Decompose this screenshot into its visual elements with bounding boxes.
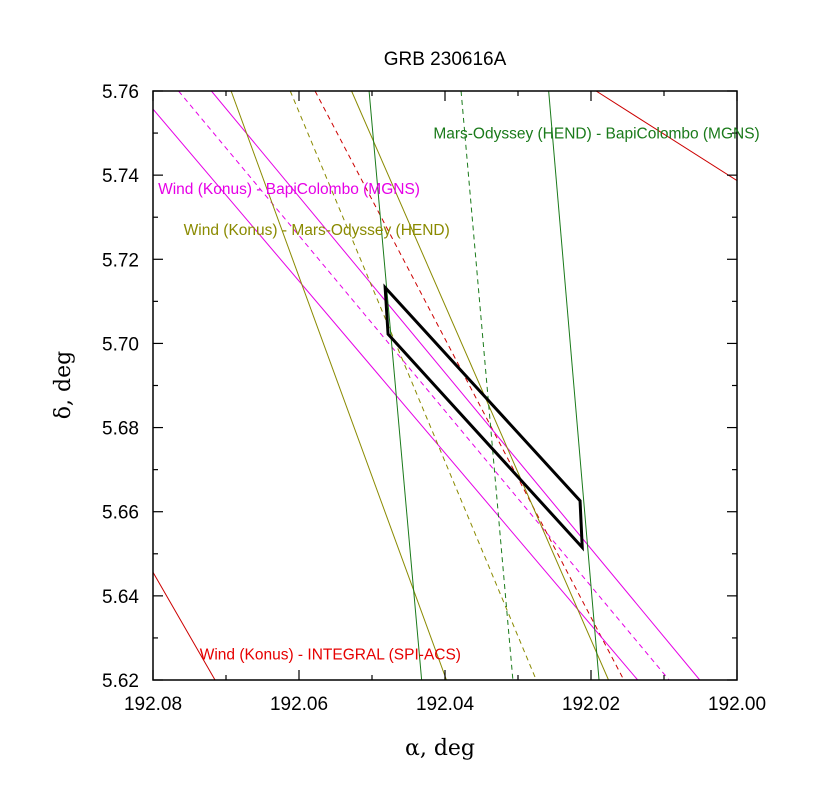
x-tick-label: 192.00 xyxy=(708,694,766,715)
y-tick-label: 5.62 xyxy=(102,671,139,692)
x-tick-label: 192.04 xyxy=(416,694,475,715)
tick-layer: 192.08 192.06 192.04 192.02 192.00 5.62 5.64 5.… xyxy=(102,82,766,715)
y-tick-label: 5.68 xyxy=(102,419,139,440)
error-box-layer xyxy=(383,283,584,552)
annotation-ann-mo-bc: Mars-Odyssey (HEND) - BapiColombo (MGNS) xyxy=(433,126,759,143)
x-tick-label: 192.02 xyxy=(562,694,620,715)
series-line-konus-bc-2 xyxy=(211,91,701,680)
annotation-layer: Mars-Odyssey (HEND) - BapiColombo (MGNS)… xyxy=(158,126,760,664)
localization-error-box xyxy=(383,283,584,552)
y-tick-label: 5.72 xyxy=(102,250,139,271)
annotation-ann-konus-bc: Wind (Konus) - BapiColombo (MGNS) xyxy=(158,181,420,198)
x-tick-label: 192.08 xyxy=(124,694,182,715)
annotation-ann-konus-integral: Wind (Konus) - INTEGRAL (SPI-ACS) xyxy=(200,646,461,663)
y-tick-label: 5.74 xyxy=(102,166,139,187)
series-line-konus-integral-1 xyxy=(153,572,216,680)
series-line-konus-bc-c xyxy=(178,91,670,680)
plot-area-background xyxy=(153,91,737,680)
series-line-mo-bc-2 xyxy=(548,91,600,680)
series-line-konus-integral-c xyxy=(314,91,625,680)
y-tick-label: 5.66 xyxy=(102,503,139,524)
x-axis-label: α, deg xyxy=(405,736,475,761)
series-layer xyxy=(153,91,737,680)
y-tick-label: 5.70 xyxy=(102,334,139,355)
series-line-konus-mo-c xyxy=(289,91,537,680)
series-line-konus-mo-1 xyxy=(230,91,447,680)
y-axis-label: δ, deg xyxy=(51,351,76,419)
annotation-ann-konus-mo: Wind (Konus) - Mars-Odyssey (HEND) xyxy=(184,222,450,239)
x-tick-label: 192.06 xyxy=(270,694,328,715)
series-line-konus-integral-2 xyxy=(595,91,737,182)
series-line-konus-mo-2 xyxy=(351,91,609,680)
series-line-konus-bc-1 xyxy=(153,108,639,680)
chart-title: GRB 230616A xyxy=(384,49,507,70)
y-tick-label: 5.64 xyxy=(102,587,139,608)
series-line-mo-bc-1 xyxy=(368,91,423,680)
y-tick-label: 5.76 xyxy=(102,82,139,103)
